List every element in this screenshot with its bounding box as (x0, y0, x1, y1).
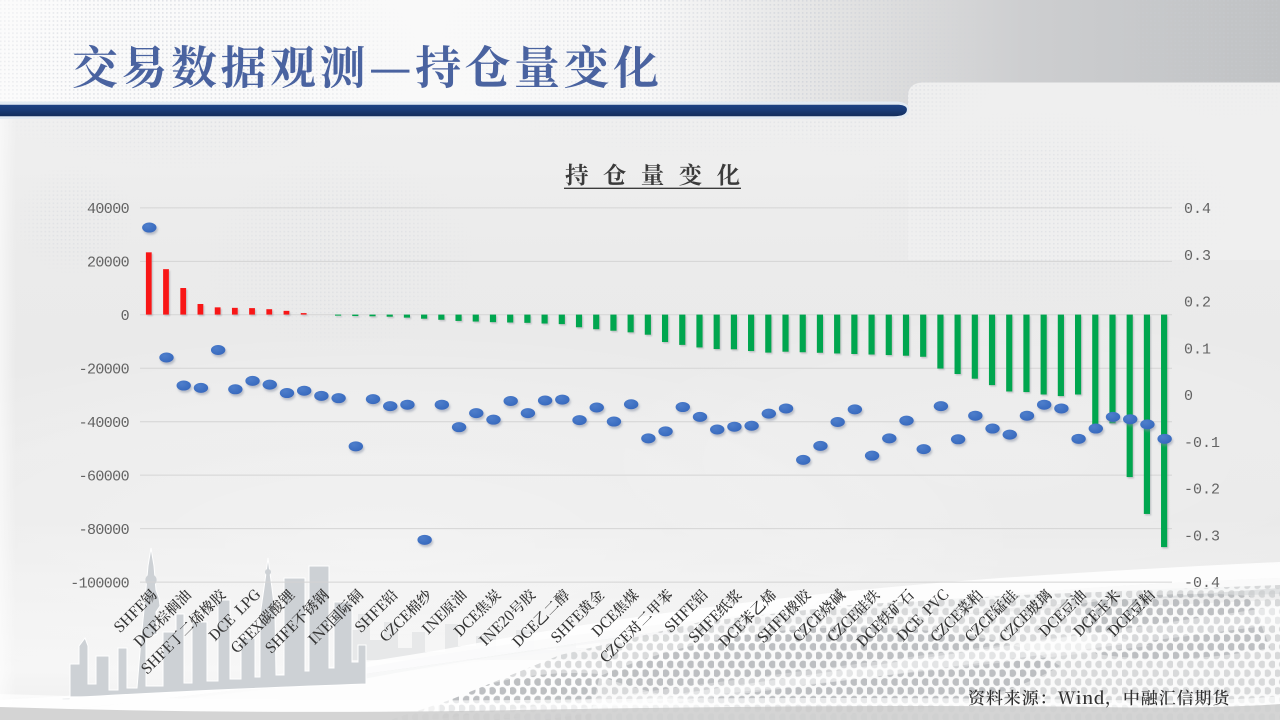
svg-text:0.3: 0.3 (1184, 248, 1211, 265)
svg-text:-0.4: -0.4 (1184, 575, 1220, 592)
svg-text:-0.2: -0.2 (1184, 482, 1220, 499)
svg-text:40000: 40000 (87, 201, 130, 218)
svg-text:-40000: -40000 (79, 415, 130, 432)
svg-text:0: 0 (1184, 388, 1193, 405)
svg-text:0.4: 0.4 (1184, 201, 1211, 218)
svg-text:-0.1: -0.1 (1184, 435, 1220, 452)
svg-text:0.1: 0.1 (1184, 341, 1211, 358)
svg-text:20000: 20000 (87, 255, 130, 272)
svg-text:-20000: -20000 (79, 361, 130, 378)
svg-text:0.2: 0.2 (1184, 295, 1211, 312)
svg-text:-100000: -100000 (70, 575, 129, 592)
svg-text:0: 0 (121, 308, 130, 325)
svg-text:-60000: -60000 (79, 468, 130, 485)
svg-text:-0.3: -0.3 (1184, 528, 1220, 545)
svg-text:-80000: -80000 (79, 522, 130, 539)
